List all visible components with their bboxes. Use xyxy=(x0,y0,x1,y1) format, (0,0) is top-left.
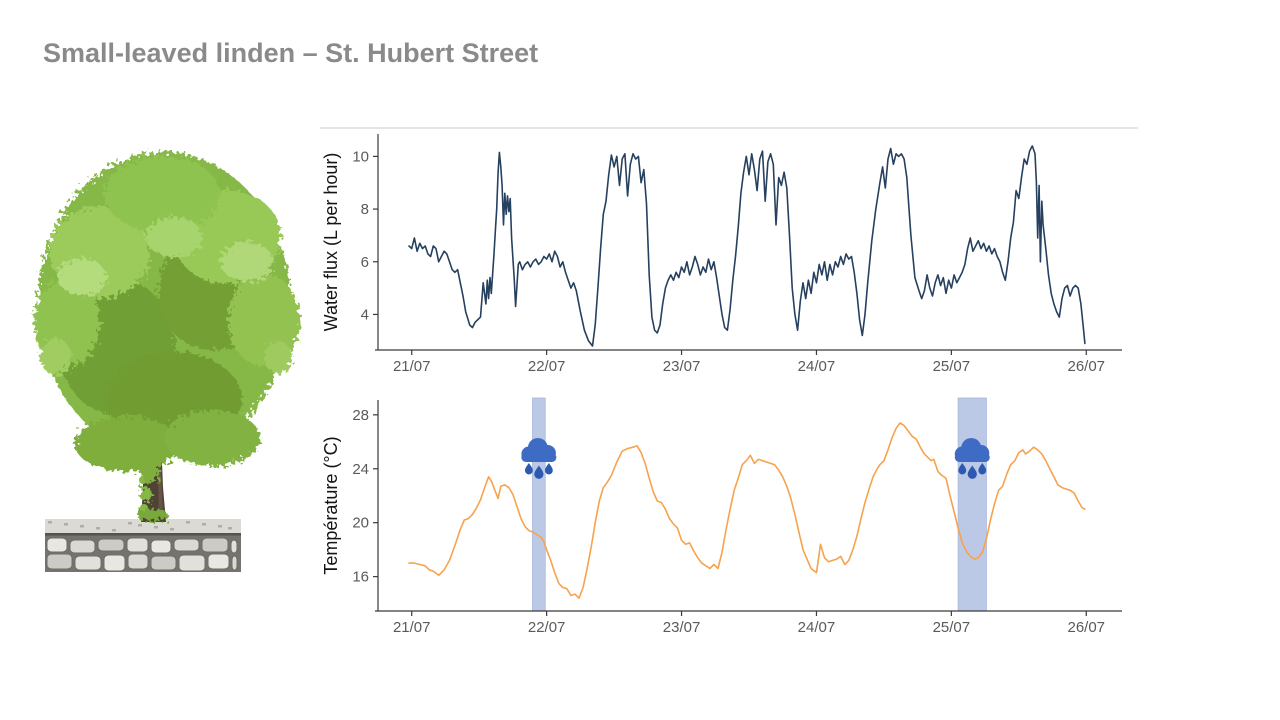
curb-speckles xyxy=(48,521,232,532)
cobblestone xyxy=(97,538,125,552)
rain-event-band xyxy=(957,397,987,612)
curb-speckle xyxy=(128,522,132,525)
rain-cloud-icon xyxy=(521,438,557,479)
curb-speckle xyxy=(170,528,174,531)
y-tick-label: 8 xyxy=(361,201,369,218)
curb-speckle xyxy=(48,521,52,524)
cloud-base xyxy=(521,453,557,462)
cobblestone xyxy=(127,553,149,570)
curb-speckle xyxy=(228,527,232,530)
y-axis-title: Water flux (L per hour) xyxy=(321,153,341,332)
cobblestone xyxy=(173,538,200,552)
rain-drop xyxy=(958,463,967,475)
x-tick-label: 22/07 xyxy=(528,358,566,375)
curb-edge xyxy=(45,533,241,536)
x-tick-label: 21/07 xyxy=(393,619,431,636)
cobblestones xyxy=(46,537,238,572)
x-tick-label: 24/07 xyxy=(798,619,836,636)
rain-cloud-icon xyxy=(954,438,990,479)
y-tick-label: 28 xyxy=(352,407,369,424)
cobblestone xyxy=(201,537,229,553)
y-tick-label: 4 xyxy=(361,306,369,323)
rain-drop xyxy=(978,463,987,475)
curb-speckle xyxy=(202,523,206,526)
rain-drop xyxy=(534,465,544,479)
x-tick-label: 22/07 xyxy=(528,619,566,636)
cloud-base xyxy=(954,453,990,462)
rain-drop xyxy=(544,463,553,475)
y-axis-title: Température (°C) xyxy=(321,436,341,574)
tree-foliage xyxy=(34,152,300,521)
curb xyxy=(45,519,241,535)
temperature-chart: 21/07 22/07 23/07 24/07 25/07 26/07 16 20 24 28 Te… xyxy=(321,397,1122,636)
cobblestone xyxy=(178,554,206,572)
y-tick-label: 24 xyxy=(352,461,369,478)
cobblestone xyxy=(150,539,172,554)
y-tick-label: 16 xyxy=(352,569,369,586)
x-tick-label: 26/07 xyxy=(1067,358,1105,375)
y-tick-label: 20 xyxy=(352,515,369,532)
cobblestone xyxy=(230,539,238,554)
x-tick-label: 25/07 xyxy=(933,619,971,636)
x-tick-label: 24/07 xyxy=(798,358,836,375)
cobblestone xyxy=(46,553,73,570)
cobblestone xyxy=(126,537,149,553)
cobblestone xyxy=(231,555,238,571)
curb-speckle xyxy=(186,521,190,524)
y-tick-label: 6 xyxy=(361,254,369,271)
water-flux-chart: 21/07 22/07 23/07 24/07 25/07 26/07 4 6 8 10 Water… xyxy=(320,127,1138,375)
curb-speckle xyxy=(138,524,142,527)
rain-drop xyxy=(524,463,533,475)
water-flux-series-line xyxy=(408,145,1086,347)
curb-speckle xyxy=(80,525,84,528)
x-tick-label: 23/07 xyxy=(663,619,701,636)
temperature-series-line xyxy=(408,422,1086,599)
cobblestone xyxy=(103,554,126,572)
x-tick-label: 23/07 xyxy=(663,358,701,375)
cobblestone xyxy=(69,539,96,554)
curb-speckle xyxy=(112,529,116,532)
rain-event-band xyxy=(532,397,546,612)
pavement xyxy=(45,519,241,572)
x-tick-label: 26/07 xyxy=(1067,619,1105,636)
page-title: Small-leaved linden – St. Hubert Street xyxy=(43,38,539,68)
cobblestone xyxy=(150,555,177,571)
y-tick-label: 10 xyxy=(352,148,369,165)
curb-speckle xyxy=(64,523,68,526)
curb-speckle xyxy=(218,525,222,528)
x-tick-label: 25/07 xyxy=(933,358,971,375)
curb-speckle xyxy=(96,527,100,530)
cobblestone xyxy=(46,537,68,553)
rain-drop xyxy=(967,465,977,479)
x-tick-label: 21/07 xyxy=(393,358,431,375)
cobblestone xyxy=(207,553,230,570)
tree-photo xyxy=(34,152,300,572)
cobblestone xyxy=(74,555,102,571)
curb-speckle xyxy=(154,526,158,529)
